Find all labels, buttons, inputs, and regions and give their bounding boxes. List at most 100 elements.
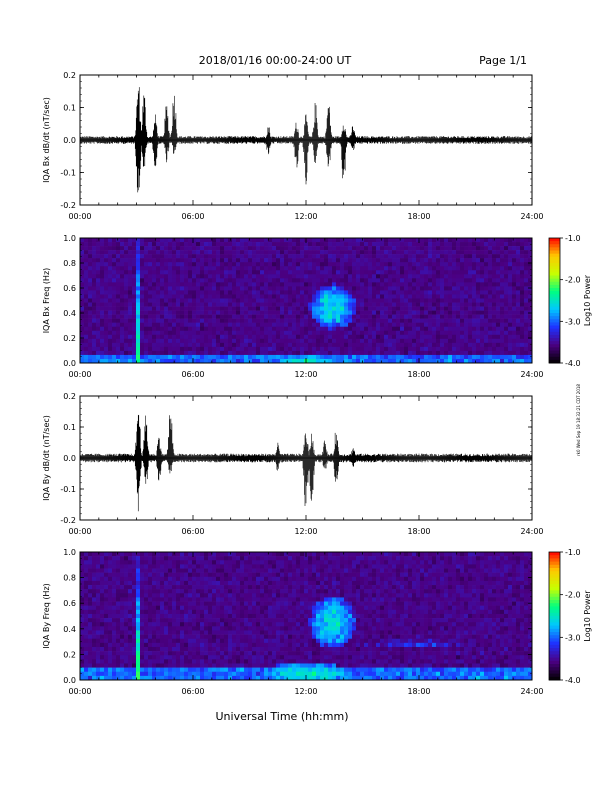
spectrogram-cell [164,274,169,279]
spectrogram-cell [136,282,141,287]
spectrogram-cell [464,242,469,247]
spectrogram-cell [420,294,425,299]
spectrogram-cell [176,238,181,243]
colorbar-step [549,303,560,308]
spectrogram-cell [428,310,433,315]
spectrogram-cell [236,242,241,247]
spectrogram-cell [524,266,529,271]
spectrogram-cell [460,282,465,287]
spectrogram-cell [232,334,237,340]
spectrogram-cell [384,326,389,332]
spectrogram-cell [92,282,97,287]
spectrogram-cell [524,342,529,348]
spectrogram-cell [360,266,365,271]
spectrogram-cell [356,302,361,307]
spectrogram-cell [172,258,177,263]
spectrogram-cell [372,310,377,315]
spectrogram-cell [508,254,513,259]
spectrogram-cell [308,322,313,328]
spectrogram-cell [164,314,169,319]
spectrogram-cell [176,346,181,352]
spectrogram-cell [392,334,397,340]
spectrogram-cell [420,298,425,303]
spectrogram-cell [232,282,237,287]
spectrogram-cell [320,338,325,344]
spectrogram-cell [492,254,497,259]
spectrogram-cell [468,350,473,356]
spectrogram-cell [104,278,109,283]
spectrogram-cell [496,278,501,283]
spectrogram-cell [176,354,181,360]
spectrogram-cell [524,258,529,263]
spectrogram-cell [92,318,97,323]
spectrogram-cell [236,278,241,283]
spectrogram-cell [356,286,361,291]
spectrogram-cell [364,238,369,243]
spectrogram-cell [268,330,273,336]
spectrogram-cell [492,314,497,319]
spectrogram-cell [212,358,217,364]
spectrogram-cell [448,338,453,344]
spectrogram-cell [416,278,421,283]
spectrogram-cell [240,298,245,303]
spectrogram-cell [112,314,117,319]
spectrogram-cell [472,338,477,344]
spectrogram-cell [280,262,285,267]
spectrogram-cell [140,342,145,348]
spectrogram-cell [460,278,465,283]
spectrogram-cell [392,354,397,360]
spectrogram-cell [360,314,365,319]
spectrogram-cell [204,302,209,307]
spectrogram-cell [252,330,257,336]
spectrogram-cell [368,318,373,323]
spectrogram-cell [308,358,313,364]
spectrogram-cell [156,354,161,360]
spectrogram-cell [448,242,453,247]
spectrogram-cell [428,290,433,295]
spectrogram-cell [340,310,345,315]
spectrogram-cell [260,246,265,251]
spectrogram-cell [196,290,201,295]
spectrogram-cell [84,262,89,267]
spectrogram-cell [272,318,277,323]
spectrogram-cell [436,286,441,291]
spectrogram-cell [280,242,285,247]
spectrogram-cell [264,270,269,275]
spectrogram-cell [528,342,533,348]
spectrogram-cell [180,322,185,328]
spectrogram-cell [524,290,529,295]
spectrogram-cell [512,318,517,323]
spectrogram-cell [104,334,109,340]
spectrogram-cell [164,266,169,271]
spectrogram-cell [388,294,393,299]
spectrogram-cell [432,294,437,299]
spectrogram-cell [516,238,521,243]
spectrogram-cell [444,330,449,336]
spectrogram-cell [140,286,145,291]
spectrogram-cell [384,294,389,299]
spectrogram-cell [464,302,469,307]
spectrogram-cell [476,310,481,315]
spectrogram-cell [248,338,253,344]
spectrogram-cell [148,350,153,356]
spectrogram-cell [388,246,393,251]
spectrogram-cell [244,258,249,263]
spectrogram-cell [480,286,485,291]
spectrogram-cell [96,238,101,243]
spectrogram-cell [108,290,113,295]
spectrogram-cell [424,342,429,348]
spectrogram-cell [412,350,417,356]
spectrogram-cell [420,322,425,328]
spectrogram-cell [456,274,461,279]
spectrogram-cell [88,318,93,323]
spectrogram-cell [456,246,461,251]
spectrogram-cell [420,310,425,315]
spectrogram-cell [528,318,533,323]
spectrogram-cell [116,250,121,255]
spectrogram-cell [392,274,397,279]
spectrogram-cell [524,358,529,364]
spectrogram-cell [100,274,105,279]
spectrogram-cell [468,270,473,275]
spectrogram-cell [344,302,349,307]
spectrogram-cell [392,254,397,259]
